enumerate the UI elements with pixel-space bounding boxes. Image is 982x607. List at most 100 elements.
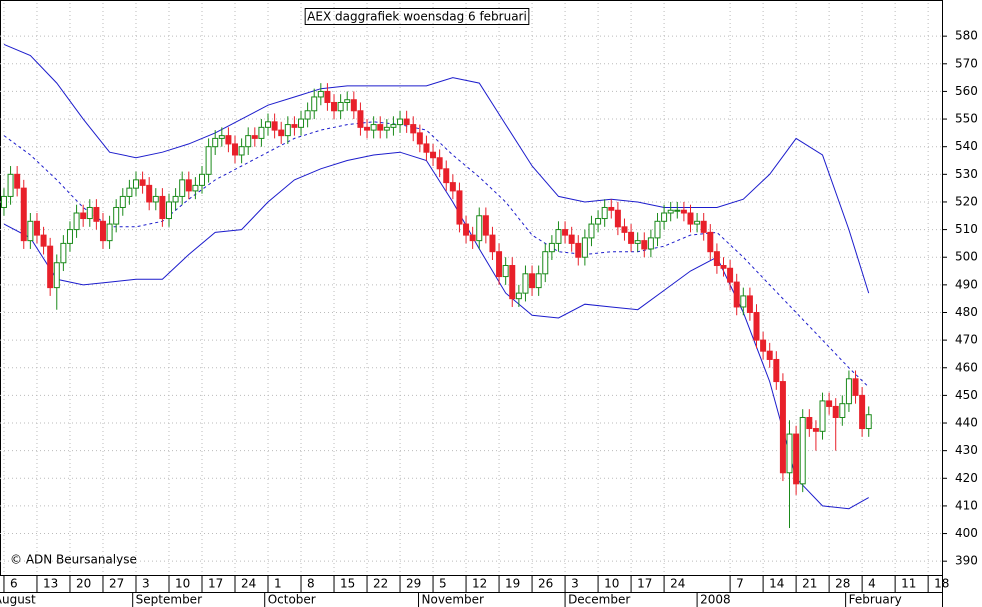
candle-body: [832, 405, 839, 418]
x-tick-label: 3: [571, 577, 579, 591]
candle-body: [535, 273, 542, 289]
candle-body: [271, 121, 278, 131]
y-tick-label: 570: [955, 56, 978, 70]
x-tick-label: 26: [538, 577, 553, 591]
y-tick-label: 550: [955, 112, 978, 126]
candle-body: [205, 146, 212, 175]
x-tick-label: 10: [175, 577, 190, 591]
month-label: February: [849, 593, 902, 607]
candle-body: [430, 151, 437, 159]
candle-body: [410, 124, 417, 134]
candle-body: [245, 135, 252, 148]
candle-body: [14, 173, 21, 189]
month-label: September: [136, 593, 202, 607]
candle-body: [238, 146, 245, 156]
candle-body: [337, 101, 344, 112]
band-upper: [3, 43, 870, 294]
y-tick-label: 480: [955, 305, 978, 319]
candle-body: [667, 209, 674, 214]
candle-body: [568, 234, 575, 244]
y-tick-label: 490: [955, 277, 978, 291]
x-tick-label: 13: [43, 577, 58, 591]
x-tick-label: 7: [736, 577, 744, 591]
candle-body: [707, 231, 714, 253]
candle-body: [852, 378, 859, 396]
x-tick-label: 17: [208, 577, 223, 591]
candle-body: [529, 273, 536, 289]
candle-body: [476, 215, 483, 242]
candle-body: [436, 157, 443, 170]
candle-body: [172, 195, 179, 203]
candle-body: [80, 212, 87, 220]
candle-body: [179, 179, 186, 197]
candle-body: [344, 99, 351, 103]
candle-body: [364, 126, 371, 131]
candle-body: [225, 135, 232, 145]
candle-body: [746, 295, 753, 313]
candle-body: [601, 206, 608, 220]
x-tick-label: 18: [934, 577, 949, 591]
month-label: 2008: [700, 593, 731, 607]
candle-body: [291, 124, 298, 128]
candle-body: [515, 292, 522, 300]
x-tick-label: 28: [835, 577, 850, 591]
candle-body: [397, 118, 404, 126]
y-tick-label: 440: [955, 416, 978, 430]
x-tick-label: 29: [406, 577, 421, 591]
candle-body: [548, 242, 555, 253]
y-tick-label: 390: [955, 554, 978, 568]
month-label: December: [568, 593, 630, 607]
y-tick-label: 580: [955, 29, 978, 43]
x-tick-label: 4: [868, 577, 876, 591]
candle-body: [496, 251, 503, 278]
x-tick-label: 5: [439, 577, 447, 591]
candle-body: [647, 237, 654, 250]
candle-body: [839, 403, 846, 418]
candle-body: [152, 195, 159, 203]
candle-body: [865, 414, 872, 430]
candle-body: [654, 220, 661, 239]
x-tick-label: 27: [109, 577, 124, 591]
labels: 3904004104204304404504604704804905005105…: [0, 8, 978, 607]
y-tick-label: 430: [955, 443, 978, 457]
candle-body: [819, 400, 826, 432]
candle-body: [126, 187, 133, 197]
candle-body: [284, 124, 291, 137]
candle-body: [324, 90, 331, 103]
x-tick-label: 19: [505, 577, 520, 591]
candle-body: [258, 126, 265, 139]
y-tick-label: 530: [955, 167, 978, 181]
candle-body: [641, 240, 648, 250]
candle-body: [93, 206, 100, 222]
candle-body: [799, 416, 806, 485]
x-tick-label: 12: [472, 577, 487, 591]
candle-body: [443, 168, 450, 184]
candle-body: [694, 220, 701, 225]
month-label: October: [268, 593, 316, 607]
candle-body: [766, 350, 773, 360]
candle-body: [265, 121, 272, 128]
candle-body: [278, 129, 285, 137]
candle-body: [727, 267, 734, 283]
candle-body: [687, 212, 694, 225]
candle-body: [621, 226, 628, 233]
candle-body: [700, 220, 707, 233]
month-label: August: [0, 593, 36, 607]
y-tick-label: 410: [955, 498, 978, 512]
candle-body: [304, 110, 311, 120]
x-tick-label: 22: [373, 577, 388, 591]
candle-body: [562, 229, 569, 236]
candle-body: [106, 223, 113, 242]
candle-body: [198, 173, 205, 186]
candle-body: [720, 265, 727, 269]
candle-body: [416, 132, 423, 145]
candle-body: [542, 251, 549, 275]
y-tick-label: 510: [955, 222, 978, 236]
candle-body: [793, 433, 800, 485]
candle-body: [733, 281, 740, 308]
marks: [0, 43, 872, 529]
candle-body: [575, 242, 582, 258]
y-tick-label: 540: [955, 139, 978, 153]
candle-body: [628, 231, 635, 244]
candle-body: [845, 378, 852, 405]
